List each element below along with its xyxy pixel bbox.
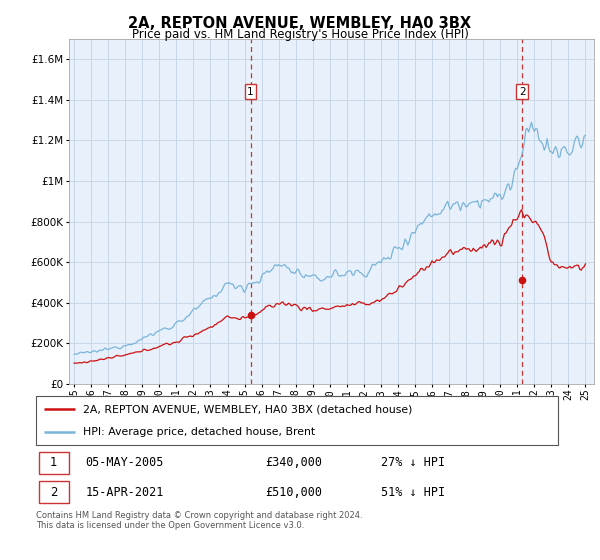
FancyBboxPatch shape: [38, 452, 69, 474]
Text: This data is licensed under the Open Government Licence v3.0.: This data is licensed under the Open Gov…: [36, 521, 304, 530]
Text: 2A, REPTON AVENUE, WEMBLEY, HA0 3BX: 2A, REPTON AVENUE, WEMBLEY, HA0 3BX: [128, 16, 472, 31]
Text: 15-APR-2021: 15-APR-2021: [86, 486, 164, 498]
Text: £510,000: £510,000: [266, 486, 323, 498]
Text: 2: 2: [50, 486, 58, 498]
Text: 51% ↓ HPI: 51% ↓ HPI: [380, 486, 445, 498]
Text: 1: 1: [50, 456, 58, 469]
Text: HPI: Average price, detached house, Brent: HPI: Average price, detached house, Bren…: [83, 427, 315, 437]
Text: 27% ↓ HPI: 27% ↓ HPI: [380, 456, 445, 469]
Text: Contains HM Land Registry data © Crown copyright and database right 2024.: Contains HM Land Registry data © Crown c…: [36, 511, 362, 520]
Text: Price paid vs. HM Land Registry's House Price Index (HPI): Price paid vs. HM Land Registry's House …: [131, 28, 469, 41]
Text: £340,000: £340,000: [266, 456, 323, 469]
Text: 05-MAY-2005: 05-MAY-2005: [86, 456, 164, 469]
Text: 2A, REPTON AVENUE, WEMBLEY, HA0 3BX (detached house): 2A, REPTON AVENUE, WEMBLEY, HA0 3BX (det…: [83, 404, 412, 414]
Text: 1: 1: [247, 87, 254, 97]
FancyBboxPatch shape: [38, 481, 69, 503]
Text: 2: 2: [519, 87, 526, 97]
